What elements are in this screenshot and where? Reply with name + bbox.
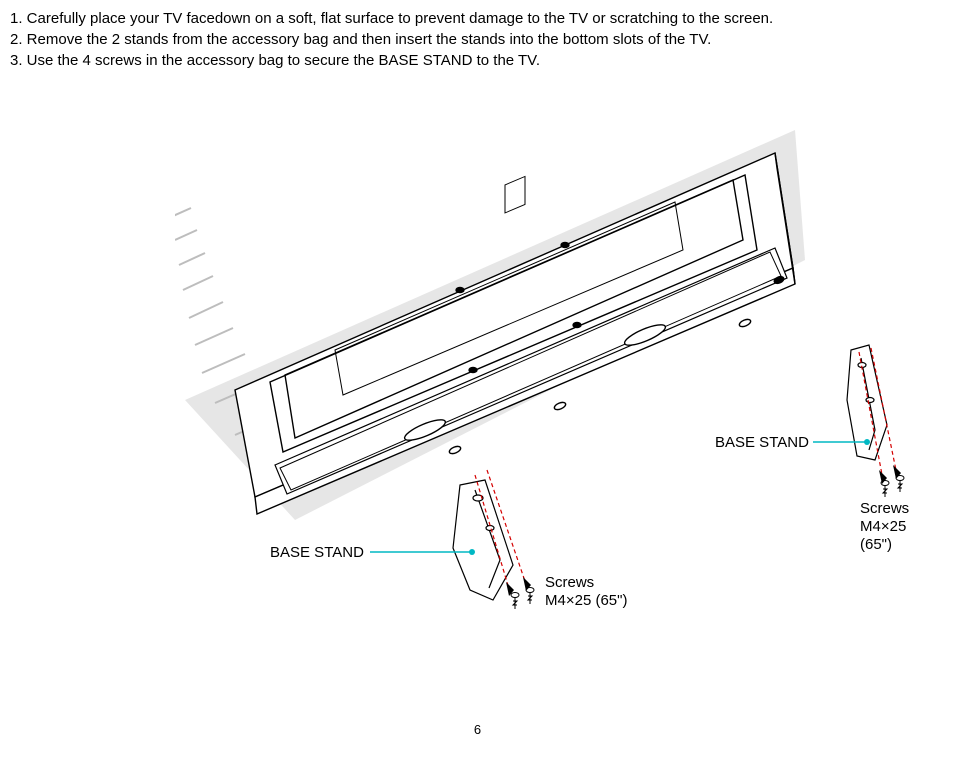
diagram-svg: [175, 120, 955, 640]
leader-lines: [370, 439, 870, 555]
label-base-stand-right: BASE STAND: [715, 434, 809, 452]
tv-assembly-diagram: BASE STAND BASE STAND Screws M4×25 (65")…: [175, 120, 895, 600]
instructions-list: 1. Carefully place your TV facedown on a…: [10, 8, 945, 71]
instruction-step-3: 3. Use the 4 screws in the accessory bag…: [10, 50, 945, 71]
label-base-stand-left: BASE STAND: [270, 544, 364, 562]
label-screws-right-1: Screws: [860, 500, 909, 518]
left-screws: [511, 588, 534, 610]
left-base-stand: [453, 480, 513, 600]
label-screws-left-2: M4×25 (65"): [545, 592, 627, 610]
label-screws-left-1: Screws: [545, 574, 594, 592]
label-screws-right-2: M4×25 (65"): [860, 518, 906, 554]
instruction-step-2: 2. Remove the 2 stands from the accessor…: [10, 29, 945, 50]
instruction-step-1: 1. Carefully place your TV facedown on a…: [10, 8, 945, 29]
page-number: 6: [474, 722, 481, 737]
